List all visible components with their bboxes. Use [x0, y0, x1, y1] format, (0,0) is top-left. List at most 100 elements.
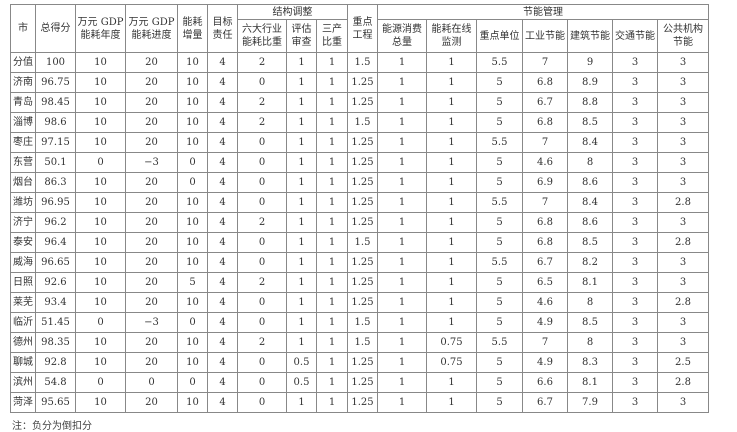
score-cell: −3 — [125, 152, 178, 173]
score-cell: 8 — [567, 332, 613, 353]
score-cell: 3 — [657, 112, 709, 133]
header-gdp-annual: 万元 GDP 能耗年度 — [75, 4, 126, 53]
score-cell: 1 — [316, 252, 348, 273]
table-row: 日照 92.6 10 20 5 4 2 1 1 1.25 1 1 5 6.5 8.1 3 3 — [10, 272, 709, 293]
score-cell: 5 — [476, 272, 523, 293]
score-cell: 98.6 — [35, 112, 76, 133]
table-row: 德州 98.35 10 20 10 4 2 1 1 1.5 1 0.75 5.5 7 8 3 3 — [10, 332, 709, 353]
score-cell: 1 — [286, 272, 317, 293]
score-cell: 1 — [377, 372, 427, 393]
score-cell: 1 — [377, 252, 427, 273]
score-cell: 4.9 — [522, 312, 568, 333]
score-cell: 3 — [612, 272, 658, 293]
score-cell: 5 — [476, 392, 523, 413]
score-cell: 8.5 — [567, 312, 613, 333]
score-cell: 92.6 — [35, 272, 76, 293]
score-cell: 10 — [177, 72, 208, 93]
score-cell: 1 — [286, 332, 317, 353]
score-cell: 4 — [207, 252, 238, 273]
city-cell: 潍坊 — [10, 192, 36, 213]
score-cell: 0 — [237, 292, 287, 313]
score-cell: 1.25 — [347, 252, 378, 273]
score-cell: 6.8 — [522, 212, 568, 233]
city-cell: 青岛 — [10, 92, 36, 113]
score-cell: 8.8 — [567, 92, 613, 113]
score-cell: 3 — [657, 132, 709, 153]
score-cell: 5.5 — [476, 252, 523, 273]
score-cell: 10 — [75, 332, 126, 353]
score-cell: 1 — [426, 392, 477, 413]
score-cell: 5 — [476, 292, 523, 313]
score-cell: 2 — [237, 212, 287, 233]
score-cell: 10 — [75, 352, 126, 373]
score-cell: 0 — [237, 372, 287, 393]
score-cell: 6.8 — [522, 232, 568, 253]
score-cell: 96.75 — [35, 72, 76, 93]
score-cell: 10 — [177, 292, 208, 313]
score-cell: 1 — [316, 192, 348, 213]
score-cell: 0.5 — [286, 372, 317, 393]
score-cell: 3 — [612, 152, 658, 173]
score-cell: 7 — [522, 332, 568, 353]
score-cell: 0 — [237, 72, 287, 93]
table-row: 烟台 86.3 10 20 0 4 0 1 1 1.25 1 1 5 6.9 8.6 3 3 — [10, 172, 709, 193]
score-cell: 0 — [237, 232, 287, 253]
score-cell: 0 — [177, 172, 208, 193]
header-key-projects: 重点 工程 — [347, 4, 378, 53]
score-cell: 4 — [207, 372, 238, 393]
score-cell: 93.4 — [35, 292, 76, 313]
score-cell: 5 — [476, 352, 523, 373]
score-cell: 0 — [237, 152, 287, 173]
score-cell: 10 — [177, 352, 208, 373]
score-cell: 4 — [207, 292, 238, 313]
score-cell: 20 — [125, 212, 178, 233]
score-cell: 1 — [316, 172, 348, 193]
score-cell: 8.4 — [567, 192, 613, 213]
score-cell: 1 — [377, 192, 427, 213]
header-city: 市 — [10, 4, 36, 53]
score-cell: 0.75 — [426, 332, 477, 353]
score-cell: 10 — [177, 392, 208, 413]
score-cell: 3 — [657, 272, 709, 293]
score-cell: 1 — [377, 392, 427, 413]
score-cell: 2 — [237, 52, 287, 73]
score-cell: 10 — [75, 132, 126, 153]
score-cell: 1 — [426, 232, 477, 253]
score-cell: 3 — [657, 392, 709, 413]
score-cell: 0 — [125, 372, 178, 393]
score-cell: 1 — [426, 312, 477, 333]
score-cell: 10 — [75, 392, 126, 413]
score-cell: 6.7 — [522, 92, 568, 113]
score-cell: 92.8 — [35, 352, 76, 373]
score-cell: 4 — [207, 172, 238, 193]
score-cell: 96.2 — [35, 212, 76, 233]
score-cell: 1.25 — [347, 72, 378, 93]
score-cell: 5 — [476, 372, 523, 393]
score-cell: 1.5 — [347, 312, 378, 333]
score-cell: 4 — [207, 212, 238, 233]
header-gdp-progress: 万元 GDP 能耗进度 — [125, 4, 178, 53]
score-cell: 3 — [657, 152, 709, 173]
score-cell: 3 — [612, 292, 658, 313]
city-cell: 枣庄 — [10, 132, 36, 153]
score-cell: 1 — [286, 392, 317, 413]
city-cell: 济南 — [10, 72, 36, 93]
score-cell: 10 — [75, 292, 126, 313]
score-cell: 8.4 — [567, 132, 613, 153]
score-cell: 3 — [612, 332, 658, 353]
score-cell: 8.5 — [567, 112, 613, 133]
score-cell: 10 — [75, 92, 126, 113]
score-cell: 3 — [612, 112, 658, 133]
city-cell: 泰安 — [10, 232, 36, 253]
score-cell: 1 — [316, 332, 348, 353]
score-cell: 3 — [612, 212, 658, 233]
score-cell: 1.25 — [347, 272, 378, 293]
score-cell: 5 — [476, 232, 523, 253]
score-cell: 1 — [426, 272, 477, 293]
score-cell: 1 — [377, 292, 427, 313]
score-cell: 3 — [612, 392, 658, 413]
city-cell: 淄博 — [10, 112, 36, 133]
score-cell: 1 — [286, 172, 317, 193]
score-cell: 1 — [316, 132, 348, 153]
city-cell: 东营 — [10, 152, 36, 173]
